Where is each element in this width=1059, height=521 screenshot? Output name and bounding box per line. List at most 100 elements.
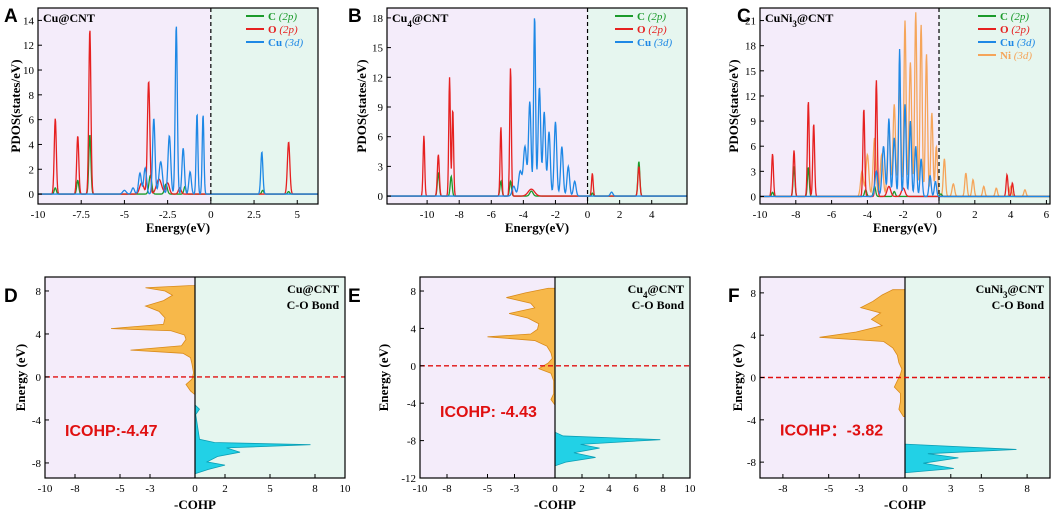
y-tick-label: 8: [411, 286, 417, 298]
plot-frame: [759, 7, 1051, 205]
x-tick-label: -8: [791, 209, 801, 221]
x-tick-label: 2: [972, 209, 978, 221]
x-tick-label: -5: [115, 483, 125, 495]
y-tick-label: 4: [411, 323, 417, 335]
x-tick-label: -6: [487, 209, 497, 221]
x-tick-label: 0: [208, 209, 214, 221]
x-tick-label: 0: [192, 483, 198, 495]
x-tick-label: -8: [442, 483, 452, 495]
y-tick-label: 9: [378, 102, 384, 114]
y-tick-label: 0: [29, 189, 35, 201]
x-tick-label: -3: [510, 483, 520, 495]
series-Cu-line: [38, 26, 318, 195]
panel-subtitle: C-O Bond: [287, 298, 340, 312]
x-axis-label: Energy(eV): [146, 220, 210, 235]
legend-label-C: C (2p): [1000, 11, 1029, 23]
x-tick-label: 6: [633, 483, 639, 495]
x-tick-label: 5: [979, 483, 985, 495]
y-tick-label: 0: [751, 191, 757, 203]
y-tick-label: 8: [29, 90, 35, 102]
x-tick-label: -10: [753, 209, 768, 221]
x-axis-label: -COHP: [174, 497, 216, 512]
y-tick-label: -4: [32, 415, 42, 427]
panel-letter: D: [4, 286, 18, 307]
panel-letter: F: [728, 286, 740, 307]
icohp-annotation: ICOHP：-3.82: [780, 423, 883, 440]
panel-B: B 0 3 6 9 12 15 18 -10 -8 -6 -4 -2 0 2 4 Energy(eV) PDOS(…: [348, 6, 688, 235]
x-axis-label: Energy(eV): [873, 220, 937, 235]
x-tick-label: 10: [685, 483, 697, 495]
x-tick-label: 3: [948, 483, 954, 495]
x-tick-label: -2: [899, 209, 908, 221]
legend-label-C: C (2p): [637, 11, 666, 23]
x-tick-label: 6: [1044, 209, 1050, 221]
x-tick-label: 2: [579, 483, 585, 495]
x-tick-label: -4: [519, 209, 529, 221]
y-tick-label: -4: [407, 398, 417, 410]
panel-title: Cu4@CNT: [628, 282, 684, 300]
y-tick-label: 8: [36, 286, 42, 298]
y-axis-label: PDOS(states/eV): [354, 59, 369, 152]
antibonding-area: [110, 285, 196, 395]
bg-unoccupied: [210, 8, 318, 204]
x-tick-label: -2.5: [159, 209, 177, 221]
panel-title: CuNi3@CNT: [765, 11, 833, 29]
panel-title: Cu@CNT: [287, 282, 339, 296]
y-tick-label: 15: [745, 66, 757, 78]
x-axis-label: Energy(eV): [505, 220, 569, 235]
legend-label-Cu: Cu (3d): [1000, 37, 1035, 49]
series-O-line: [387, 68, 687, 197]
x-tick-label: -6: [827, 209, 837, 221]
icohp-annotation: ICOHP:-4.47: [65, 423, 158, 440]
x-tick-label: 0: [552, 483, 558, 495]
panel-subtitle: C-O Bond: [632, 298, 685, 312]
x-tick-label: -4: [863, 209, 873, 221]
x-tick-label: 8: [660, 483, 666, 495]
x-tick-label: 4: [606, 483, 612, 495]
panel-title: Cu4@CNT: [392, 11, 448, 29]
legend-label-O: O (2p): [637, 24, 667, 36]
x-tick-label: 4: [649, 209, 655, 221]
x-tick-label: -8: [778, 483, 788, 495]
x-tick-label: -5: [120, 209, 130, 221]
y-tick-label: -12: [401, 473, 416, 485]
y-tick-label: 0: [36, 372, 42, 384]
x-tick-label: -2: [551, 209, 560, 221]
legend-label-O: O (2p): [1000, 24, 1030, 36]
x-tick-label: 5: [267, 483, 273, 495]
y-tick-label: 12: [23, 40, 34, 52]
bonding-area: [194, 404, 311, 475]
series-Cu-line: [387, 18, 687, 197]
bg-unoccupied: [587, 8, 687, 204]
y-tick-label: 15: [372, 43, 384, 55]
x-tick-label: 0: [585, 209, 591, 221]
y-tick-label: 18: [372, 13, 384, 25]
panel-title: Cu@CNT: [43, 11, 95, 25]
y-tick-label: 14: [23, 15, 35, 27]
panel-C: C 0 3 6 9 12 15 18 21 -10 -8 -6 -4 -2 0 2 4 6 Energy(eV) PD…: [726, 6, 1051, 235]
y-tick-label: 4: [36, 329, 42, 341]
x-tick-label: 8: [312, 483, 318, 495]
y-tick-label: 18: [745, 41, 757, 53]
antibonding-area: [819, 289, 906, 418]
x-tick-label: -10: [420, 209, 435, 221]
panel-letter: B: [348, 6, 362, 27]
x-tick-label: 0: [936, 209, 942, 221]
y-axis-label: Energy (eV): [376, 344, 391, 412]
x-tick-label: 2: [222, 483, 228, 495]
x-axis-label: -COHP: [884, 497, 926, 512]
legend-label-Cu: Cu (3d): [637, 37, 672, 49]
y-tick-label: -8: [747, 457, 757, 469]
x-tick-label: -8: [70, 483, 80, 495]
y-tick-label: 12: [745, 91, 756, 103]
legend-label-Cu: Cu (3d): [268, 37, 303, 49]
x-tick-label: -7.5: [72, 209, 90, 221]
y-tick-label: 21: [745, 16, 756, 28]
legend-label-Ni: Ni (3d): [1000, 50, 1032, 62]
y-tick-label: 4: [751, 330, 757, 342]
x-tick-label: -10: [38, 483, 53, 495]
y-tick-label: 4: [29, 139, 35, 151]
antibonding-area: [487, 287, 556, 407]
y-axis-label: PDOS(states/eV): [726, 59, 741, 152]
